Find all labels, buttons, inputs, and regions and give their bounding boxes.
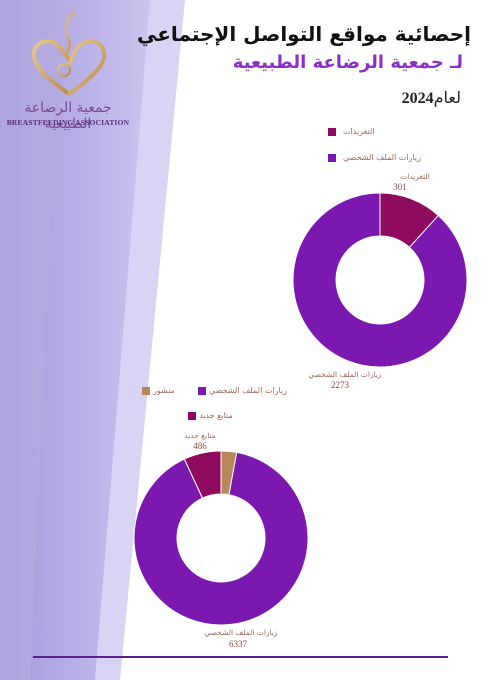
chart1-legend-tweets: التغريدات bbox=[343, 127, 375, 136]
chart2-label-follower: متابع جديد bbox=[184, 431, 216, 440]
chart2-legend-swatch-post bbox=[142, 387, 150, 395]
chart2-legend-swatch-follower bbox=[188, 412, 196, 420]
page-title: إحصائية مواقع التواصل الإجتماعي bbox=[137, 22, 471, 46]
chart2-legend-swatch-profile bbox=[198, 387, 206, 395]
chart1-legend-swatch-profile bbox=[328, 154, 336, 162]
heart-logo-icon bbox=[31, 10, 107, 96]
chart2-legend-follower: متابع جديد bbox=[199, 411, 233, 420]
year-value: 2024 bbox=[401, 90, 434, 107]
chart2-legend-profile: زيارات الملف الشخصي bbox=[209, 386, 288, 395]
chart1-legend-profile: زيارات الملف الشخصي bbox=[343, 153, 422, 162]
chart1-value-tweets: 301 bbox=[393, 182, 407, 192]
logo-english-name: BREASTFEEDING ASSOCIATION bbox=[6, 118, 130, 127]
chart2-value-profile: 6337 bbox=[229, 639, 247, 649]
chart1-legend-swatch-tweets bbox=[328, 128, 336, 136]
chart1-label-tweets: التغريدات bbox=[400, 172, 430, 181]
chart1-slice-1 bbox=[292, 192, 468, 368]
chart2-legend-post: منشور bbox=[153, 386, 175, 395]
chart2-label-profile: زيارات الملف الشخصي bbox=[204, 628, 278, 637]
chart2-slice-1 bbox=[133, 451, 309, 626]
chart1-value-profile: 2273 bbox=[331, 380, 349, 390]
page-subtitle: لـ جمعية الرضاعة الطبيعية bbox=[232, 52, 463, 73]
chart2-slice-2 bbox=[183, 450, 222, 499]
chart1-label-profile: زيارات الملف الشخصي bbox=[308, 370, 382, 379]
chart2-value-follower: 486 bbox=[193, 441, 207, 451]
logo-arabic-name: جمعية الرضاعة الطبيعية bbox=[24, 100, 112, 132]
year-label: لعام2024 bbox=[402, 88, 461, 108]
year-prefix: لعام bbox=[433, 90, 461, 107]
footer-divider bbox=[33, 656, 448, 658]
